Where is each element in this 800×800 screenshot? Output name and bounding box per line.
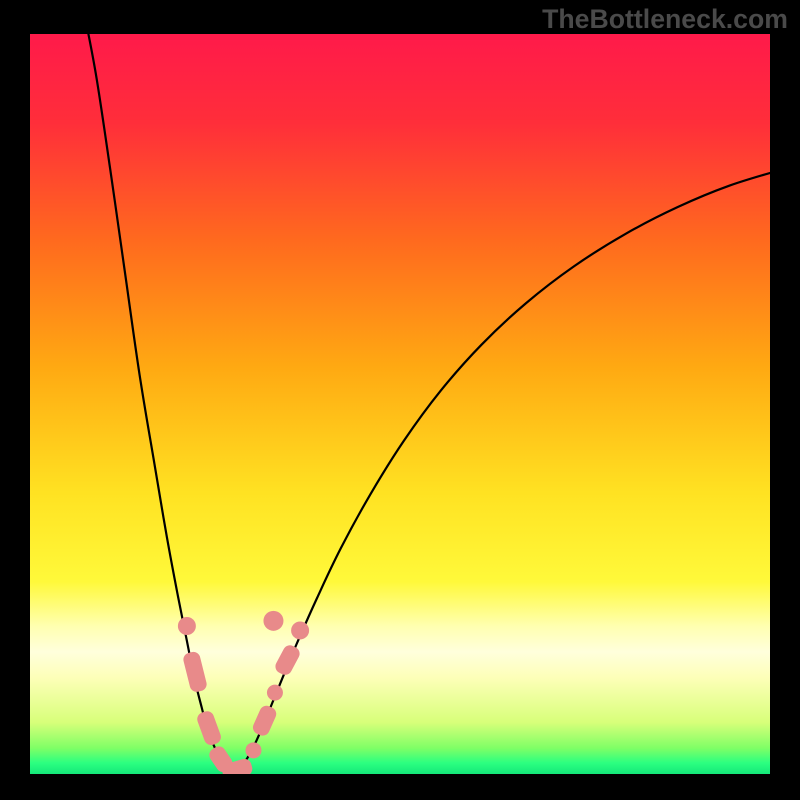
- chart-container: TheBottleneck.com: [0, 0, 800, 800]
- plot-area: [30, 34, 770, 774]
- marker-dot: [178, 617, 196, 635]
- marker-pill: [195, 709, 223, 747]
- marker-dot: [291, 621, 309, 639]
- dip-curves: [30, 34, 770, 774]
- watermark-text: TheBottleneck.com: [542, 4, 788, 35]
- marker-pill: [273, 643, 302, 677]
- marker-dot: [245, 742, 261, 758]
- marker-dot: [267, 685, 283, 701]
- marker-pill: [251, 704, 279, 738]
- marker-dot: [263, 611, 283, 631]
- marker-pill: [182, 650, 208, 693]
